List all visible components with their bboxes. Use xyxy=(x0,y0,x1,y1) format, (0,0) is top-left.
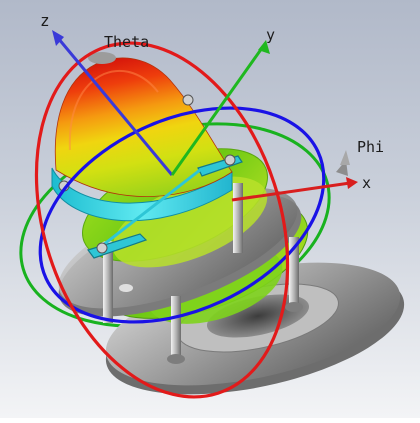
feed-bolt xyxy=(96,242,108,254)
x-axis-label: x xyxy=(362,174,371,192)
z-axis-label: z xyxy=(40,11,50,30)
y-axis-label: y xyxy=(266,26,275,44)
support-post xyxy=(103,245,113,323)
x-axis-arrow-icon xyxy=(346,177,358,189)
phi-label: Phi xyxy=(357,138,384,156)
y-axis-arrow-icon xyxy=(258,40,270,54)
theta-cone-icon xyxy=(88,52,116,64)
phi-cone-tip-icon xyxy=(340,150,350,165)
z-axis-arrow-icon xyxy=(52,30,64,46)
azimuth-cut-ring xyxy=(38,106,326,324)
post-foot xyxy=(167,354,185,364)
coordinate-axes xyxy=(52,30,358,202)
theta-cut-ring xyxy=(34,41,290,399)
y-axis-line xyxy=(170,47,264,176)
support-post xyxy=(233,183,243,253)
pattern-cyan-band xyxy=(51,167,233,222)
x-axis-line xyxy=(231,181,351,202)
feed-bolt xyxy=(224,154,236,166)
theta-label: Theta xyxy=(104,33,149,51)
support-post xyxy=(171,296,181,358)
support-post xyxy=(289,237,299,307)
feed-bolt xyxy=(182,94,194,106)
z-axis-line xyxy=(56,37,174,176)
post-cap xyxy=(119,284,133,292)
post-foot xyxy=(285,302,303,312)
lobe-highlight xyxy=(68,69,159,151)
feed-frame xyxy=(58,94,243,259)
